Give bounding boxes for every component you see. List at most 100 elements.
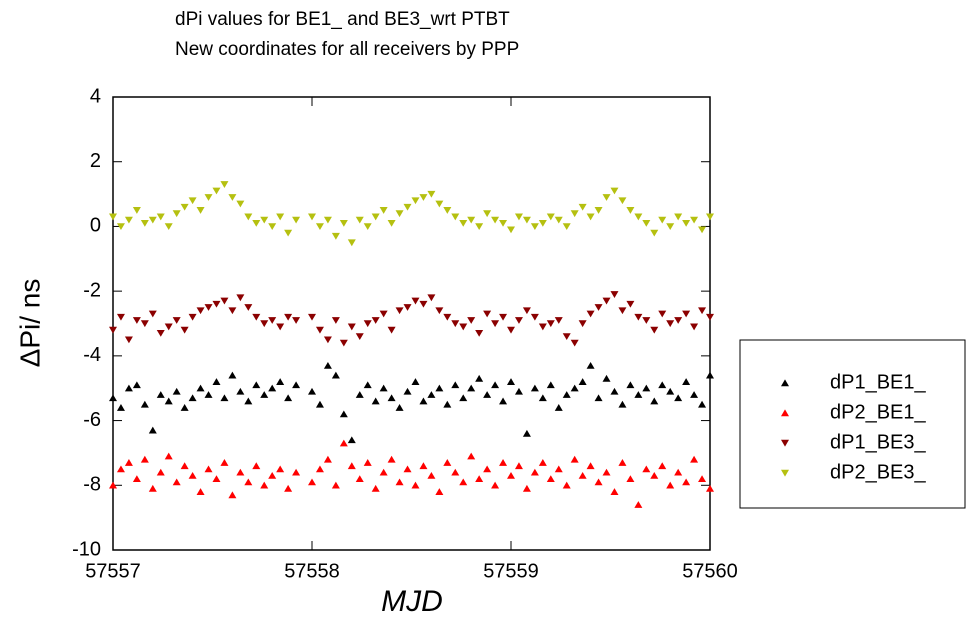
point [292, 216, 301, 224]
point [172, 317, 181, 324]
point [483, 210, 492, 218]
point [180, 203, 189, 211]
point [260, 216, 269, 224]
point [308, 313, 316, 321]
point [467, 216, 476, 224]
point [403, 387, 412, 395]
point [403, 465, 412, 473]
point [212, 187, 221, 195]
point [602, 468, 611, 476]
point [172, 210, 181, 218]
point [347, 462, 356, 470]
point [546, 320, 555, 328]
point [427, 391, 436, 398]
point [228, 194, 237, 201]
point [164, 323, 173, 331]
point [188, 197, 197, 205]
point [403, 304, 412, 311]
point [594, 394, 603, 402]
point [698, 307, 707, 315]
chart-subtitle: New coordinates for all receivers by PPP [175, 39, 519, 60]
point [228, 307, 237, 315]
point [140, 400, 149, 408]
point [204, 304, 213, 311]
point [363, 223, 372, 231]
point [188, 313, 197, 321]
point [276, 465, 285, 473]
point [682, 310, 691, 318]
point [323, 455, 332, 463]
point [395, 307, 404, 315]
point [435, 488, 444, 495]
point [188, 394, 197, 402]
point [499, 459, 508, 466]
point [204, 391, 213, 398]
point [180, 462, 189, 470]
point [140, 320, 149, 328]
point [371, 317, 380, 324]
point [666, 387, 675, 395]
point [292, 317, 301, 324]
point [602, 194, 611, 201]
point [244, 213, 253, 221]
point [196, 488, 205, 495]
point [546, 475, 555, 483]
point [156, 330, 165, 337]
point [172, 478, 181, 486]
point [276, 378, 285, 385]
chart-title: dPi values for BE1_ and BE3_wrt PTBT [175, 9, 510, 30]
point [148, 310, 157, 318]
x-tick-label: 57559 [483, 560, 539, 582]
point [371, 484, 380, 492]
point [347, 436, 356, 444]
point [236, 468, 245, 476]
point [180, 326, 189, 334]
point [395, 404, 404, 411]
point [666, 320, 675, 328]
point [124, 216, 133, 224]
point [467, 452, 476, 460]
point [682, 378, 691, 385]
point [124, 459, 133, 466]
point [451, 320, 460, 328]
point [626, 207, 635, 214]
point [610, 488, 619, 495]
point [268, 223, 277, 231]
point [554, 465, 563, 473]
point [554, 317, 563, 324]
point [339, 339, 348, 347]
point [674, 468, 683, 476]
point [451, 381, 460, 389]
legend-label: dP1_BE1_ [830, 371, 927, 393]
point [116, 404, 125, 411]
plot-frame [112, 96, 711, 551]
point [427, 294, 436, 302]
point [507, 471, 515, 479]
point [499, 313, 508, 321]
point [650, 471, 659, 479]
point [658, 462, 667, 470]
point [650, 397, 659, 405]
point [706, 313, 714, 321]
point [586, 361, 595, 369]
point [284, 394, 293, 402]
point [220, 394, 229, 402]
legend-marker [781, 379, 789, 387]
point [403, 203, 412, 211]
point [475, 374, 484, 382]
point [164, 397, 173, 405]
point [331, 317, 340, 324]
point [140, 455, 149, 463]
point [642, 465, 651, 473]
point [363, 381, 372, 389]
point [315, 223, 324, 231]
point [538, 394, 547, 402]
point [148, 216, 157, 224]
point [284, 484, 293, 492]
point [124, 336, 133, 344]
point [451, 213, 460, 221]
x-axis-label: MJD [381, 585, 443, 618]
point [634, 391, 643, 398]
point [188, 471, 197, 479]
